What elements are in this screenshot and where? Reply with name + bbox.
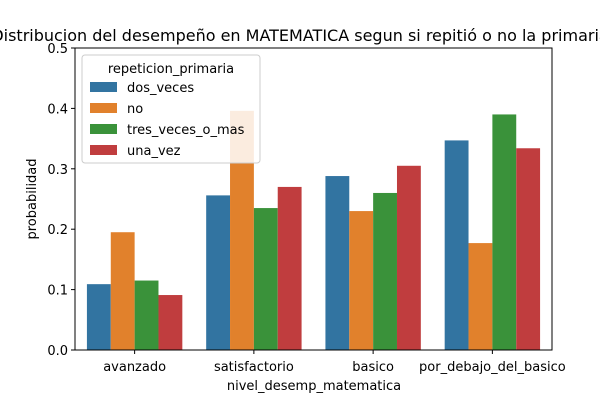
x-axis: avanzado satisfactorio basico por_debajo_de… xyxy=(103,350,566,375)
bar-una_vez-satisfactorio xyxy=(277,186,302,350)
x-axis-label: nivel_desemp_matematica xyxy=(227,379,401,394)
chart-title: Distribucion del desempeño en MATEMATICA… xyxy=(0,26,600,45)
legend-title: repeticion_primaria xyxy=(108,62,234,77)
bar-tres_veces_o_mas-avanzado xyxy=(134,280,159,350)
legend-swatch-no xyxy=(90,103,117,113)
x-tick-label: satisfactorio xyxy=(214,360,294,375)
x-tick-label: por_debajo_del_basico xyxy=(419,360,566,375)
bar-tres_veces_o_mas-basico xyxy=(373,192,397,350)
bar-dos_veces-basico xyxy=(325,176,350,350)
y-axis: 0.0 0.1 0.2 0.3 0.4 0.5 xyxy=(47,42,75,359)
legend-swatch-dos_veces xyxy=(90,82,117,92)
y-tick-label: 0.5 xyxy=(47,42,68,57)
bar-dos_veces-satisfactorio xyxy=(206,195,231,350)
bar-no-avanzado xyxy=(110,232,135,350)
bar-dos_veces-por_debajo_del_basico xyxy=(444,140,469,350)
bar-tres_veces_o_mas-satisfactorio xyxy=(253,208,278,350)
y-tick-label: 0.1 xyxy=(47,284,68,299)
plot-frame xyxy=(74,47,553,351)
legend-swatch-tres_veces_o_mas xyxy=(90,124,117,134)
legend-label-no: no xyxy=(127,102,143,117)
bar-una_vez-por_debajo_del_basico xyxy=(516,148,541,350)
bar-no-satisfactorio xyxy=(230,110,254,350)
legend-frame xyxy=(81,54,261,164)
legend-label-dos_veces: dos_veces xyxy=(127,81,194,96)
legend-label-una_vez: una_vez xyxy=(127,144,181,159)
bar-dos_veces-avanzado xyxy=(86,284,111,350)
y-tick-label: 0.4 xyxy=(47,102,68,117)
y-tick-label: 0.0 xyxy=(47,344,68,359)
bar-no-por_debajo_del_basico xyxy=(468,243,493,350)
bar-una_vez-basico xyxy=(396,165,421,350)
bar-tres_veces_o_mas-por_debajo_del_basico xyxy=(492,114,517,350)
y-axis-label: probabilidad xyxy=(25,158,40,239)
bar-no-basico xyxy=(349,211,374,350)
y-tick-label: 0.2 xyxy=(47,223,68,238)
bar-una_vez-avanzado xyxy=(158,295,183,350)
plot-area xyxy=(74,47,553,351)
y-tick-label: 0.3 xyxy=(47,163,68,178)
x-tick-label: basico xyxy=(352,360,394,375)
legend-label-tres_veces_o_mas: tres_veces_o_mas xyxy=(127,123,245,138)
legend-swatch-una_vez xyxy=(90,145,117,155)
x-tick-label: avanzado xyxy=(103,360,166,375)
